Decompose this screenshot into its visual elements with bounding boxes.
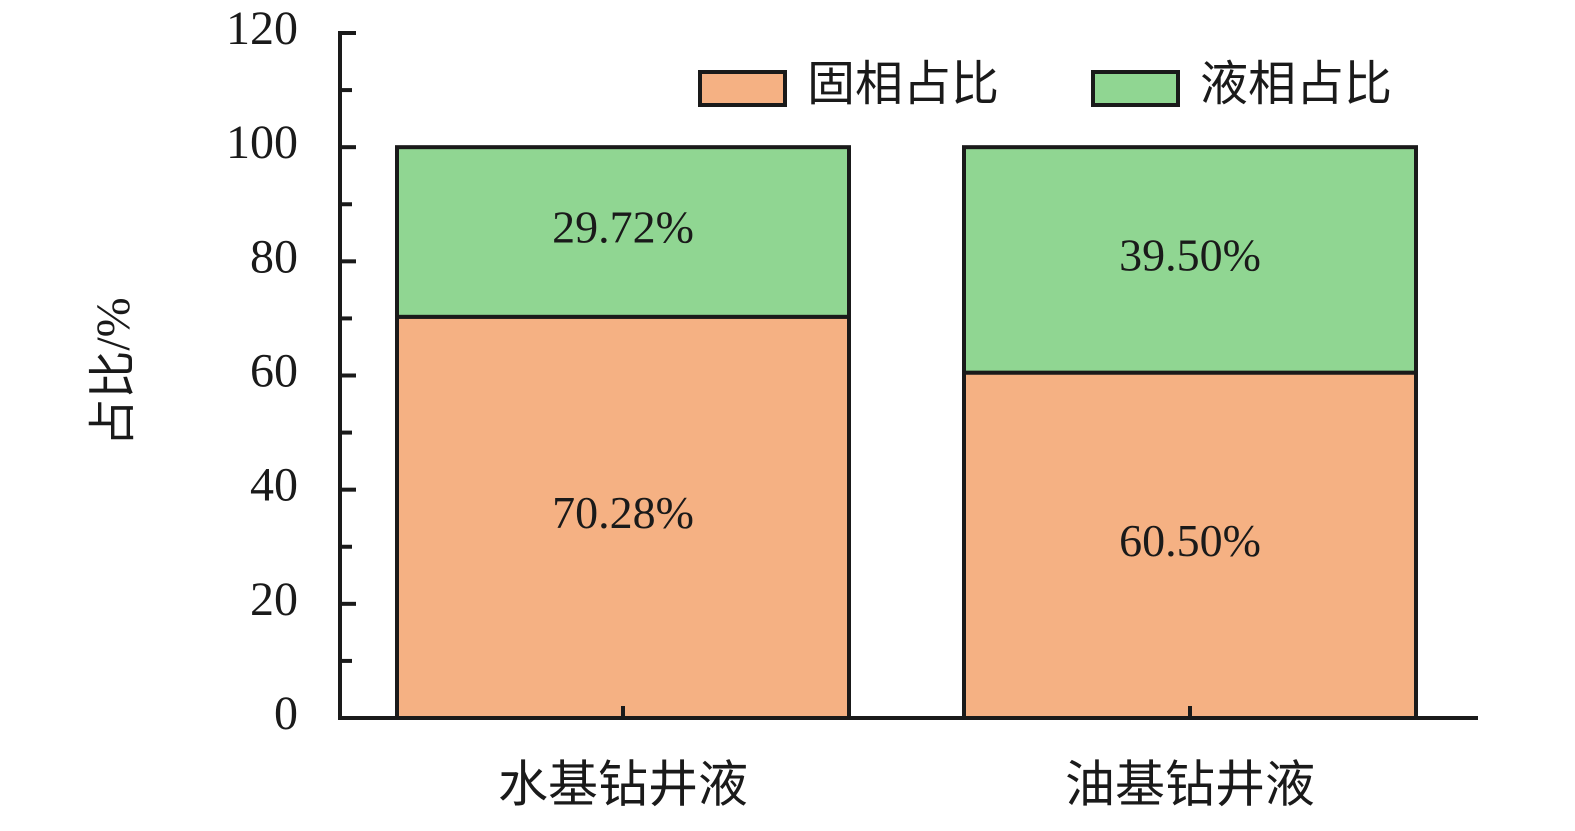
- legend-swatch: [698, 70, 787, 107]
- y-tick-label: 100: [226, 116, 298, 169]
- x-tick-label: 油基钻井液: [1065, 756, 1315, 812]
- y-tick-label: 20: [250, 573, 298, 626]
- x-tick-label: 水基钻井液: [498, 756, 748, 812]
- y-tick-label: 120: [226, 2, 298, 55]
- y-tick-label: 40: [250, 459, 298, 512]
- legend-swatch: [1091, 70, 1180, 107]
- value-label: 70.28%: [552, 487, 694, 538]
- bar-segment: [962, 145, 1418, 375]
- y-tick-label: 80: [250, 230, 298, 283]
- legend-label: 固相占比: [807, 58, 999, 111]
- legend-label: 液相占比: [1200, 58, 1392, 111]
- bar-segment: [395, 314, 851, 720]
- value-label: 29.72%: [552, 202, 694, 253]
- y-tick-label: 60: [250, 345, 298, 398]
- y-axis-label: 占比/%: [87, 297, 140, 446]
- bar-segment: [395, 145, 851, 319]
- y-tick-label: 0: [274, 687, 298, 740]
- value-label: 60.50%: [1119, 515, 1261, 566]
- value-label: 39.50%: [1119, 229, 1261, 280]
